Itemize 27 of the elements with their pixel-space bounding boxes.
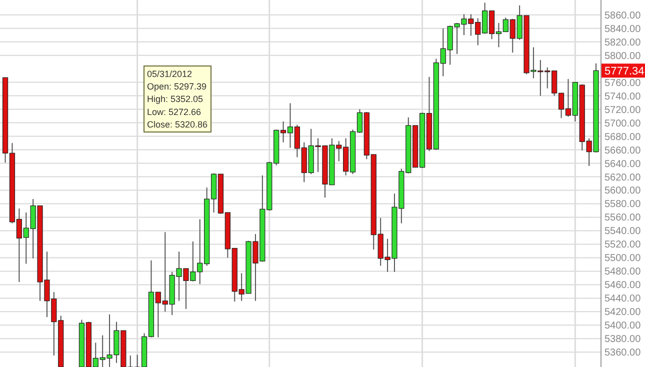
y-tick-label: 5740.00	[604, 91, 642, 102]
y-tick-label: 5720.00	[604, 104, 642, 116]
y-tick-label: 5500.00	[604, 253, 642, 264]
y-tick-label: 5480.00	[604, 266, 642, 278]
annotation: 5777.34	[604, 65, 644, 78]
y-tick-label: 5360.00	[604, 348, 642, 359]
y-tick-label: 5620.00	[604, 172, 642, 184]
y-tick-label: 5520.00	[604, 240, 642, 251]
y-tick-label: 5580.00	[604, 199, 642, 210]
y-tick-label: 5820.00	[604, 37, 642, 48]
y-tick-label: 5600.00	[604, 186, 642, 197]
y-tick-label: 5760.00	[604, 78, 642, 89]
y-tick-label: 5400.00	[604, 320, 642, 332]
y-tick-label: 5700.00	[604, 118, 642, 130]
y-tick-label: 5660.00	[604, 145, 642, 156]
y-tick-label: 5440.00	[604, 294, 642, 305]
y-tick-label: 5380.00	[604, 334, 642, 346]
y-tick-label: 5420.00	[604, 307, 642, 318]
y-tick-label: 5540.00	[604, 226, 642, 238]
y-tick-label: 5560.00	[604, 212, 642, 224]
y-tick-label: 5840.00	[604, 24, 642, 35]
y-tick-label: 5460.00	[604, 280, 642, 292]
y-tick-label: 5680.00	[604, 132, 642, 143]
y-tick-label: 5800.00	[604, 50, 642, 62]
annotation: 05/31/2012 Open: 5297.39 High: 5352.05 Low: 5272.66 Close: 5320.86	[147, 69, 208, 130]
y-tick-label: 5640.00	[604, 158, 642, 170]
y-tick-label: 5860.00	[604, 10, 642, 22]
